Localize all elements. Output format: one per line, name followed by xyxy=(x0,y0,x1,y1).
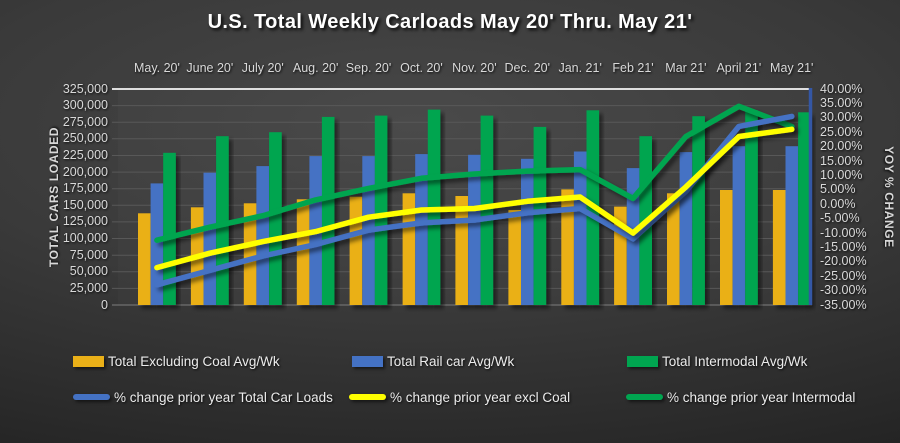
right-axis-tick: -15.00% xyxy=(820,239,867,254)
month-label: May. 20' xyxy=(133,61,180,75)
left-axis-tick: 200,000 xyxy=(62,164,108,179)
bar xyxy=(150,183,164,305)
legend-item: Total Excluding Coal Avg/Wk xyxy=(73,353,280,369)
bar xyxy=(679,152,693,305)
legend-label: % change prior year excl Coal xyxy=(390,389,571,405)
bar xyxy=(455,196,468,305)
bar xyxy=(561,189,574,305)
line-series xyxy=(154,113,795,288)
month-label: Sep. 20' xyxy=(345,61,392,75)
legend-label: Total Intermodal Avg/Wk xyxy=(662,353,808,369)
bar xyxy=(269,132,282,305)
month-label: Oct. 20' xyxy=(400,61,443,75)
left-axis-tick: 75,000 xyxy=(69,247,108,262)
legend-bar-swatch xyxy=(627,355,658,367)
right-axis-tick: -25.00% xyxy=(820,268,867,283)
bar xyxy=(402,193,416,305)
legend-item: % change prior year Intermodal xyxy=(626,389,855,405)
right-axis-tick: 35.00% xyxy=(820,95,863,110)
left-axis-tick: 300,000 xyxy=(62,98,108,113)
bar xyxy=(349,196,363,305)
bar xyxy=(374,115,388,305)
bar xyxy=(243,203,257,305)
month-label: Mar 21' xyxy=(665,61,707,75)
legend-item: Total Rail car Avg/Wk xyxy=(352,353,514,369)
legend-label: Total Rail car Avg/Wk xyxy=(387,353,515,369)
month-label: June 20' xyxy=(186,61,234,75)
chart-title: U.S. Total Weekly Carloads May 20' Thru.… xyxy=(207,11,693,33)
month-label: July 20' xyxy=(241,61,284,75)
legend-label: % change prior year Total Car Loads xyxy=(114,389,333,405)
bar xyxy=(296,199,310,305)
bar xyxy=(785,146,799,305)
right-axis-tick: 15.00% xyxy=(820,153,863,168)
left-axis-tick: 325,000 xyxy=(62,81,108,96)
legend-item: Total Intermodal Avg/Wk xyxy=(627,353,807,369)
legend-line-swatch xyxy=(626,394,663,400)
legend-line-swatch xyxy=(349,394,386,400)
bar xyxy=(521,158,534,305)
left-axis-tick: 225,000 xyxy=(62,147,108,162)
right-axis-tick: -30.00% xyxy=(820,283,867,298)
bar xyxy=(720,190,733,305)
month-label: April 21' xyxy=(716,61,762,75)
left-axis-tick: 175,000 xyxy=(62,181,108,196)
left-axis-tick: 100,000 xyxy=(62,231,108,246)
bar xyxy=(256,166,269,305)
right-axis-tick: -20.00% xyxy=(820,254,867,269)
right-axis-tick: 20.00% xyxy=(820,139,863,154)
bar xyxy=(216,136,229,305)
left-axis-tick: 250,000 xyxy=(62,131,108,146)
right-axis-tick: 10.00% xyxy=(820,167,863,182)
legend-item: % change prior year Total Car Loads xyxy=(73,389,333,405)
left-axis-tick: 125,000 xyxy=(62,214,108,229)
right-axis-tick: -35.00% xyxy=(820,297,867,312)
left-axis-tick: 150,000 xyxy=(62,197,108,212)
legend-bar-swatch xyxy=(352,355,383,367)
bar xyxy=(415,154,428,305)
right-axis-tick: -5.00% xyxy=(820,211,860,226)
month-label: May 21' xyxy=(770,61,814,75)
month-label: Aug. 20' xyxy=(292,61,339,75)
right-axis-tick: 40.00% xyxy=(820,81,863,96)
bar xyxy=(203,172,217,305)
legend-bar-swatch xyxy=(73,355,104,367)
bar xyxy=(732,146,746,305)
bar xyxy=(798,112,811,305)
bar xyxy=(508,210,521,305)
line-series xyxy=(154,126,795,271)
bar xyxy=(321,116,335,306)
month-label: Jan. 21' xyxy=(558,61,602,75)
line-series xyxy=(154,103,795,243)
bar xyxy=(533,126,547,306)
bar xyxy=(667,193,680,305)
left-axis-tick: 25,000 xyxy=(69,280,108,295)
legend-label: Total Excluding Coal Avg/Wk xyxy=(108,353,280,369)
bar xyxy=(468,154,481,305)
left-axis-tick: 275,000 xyxy=(62,114,108,129)
right-axis-tick: 0.00% xyxy=(820,196,856,211)
left-axis-tick: 50,000 xyxy=(69,264,108,279)
bar xyxy=(573,151,587,305)
bar xyxy=(480,115,494,305)
legend-label: % change prior year Intermodal xyxy=(667,389,856,405)
right-axis-tick: 5.00% xyxy=(820,182,856,197)
month-label: Dec. 20' xyxy=(504,61,550,75)
right-axis-tick: 30.00% xyxy=(820,110,863,125)
month-label: Nov. 20' xyxy=(452,61,497,75)
bar xyxy=(745,110,758,305)
bar xyxy=(772,190,786,305)
legend-item: % change prior year excl Coal xyxy=(349,389,570,405)
right-axis-tick: 25.00% xyxy=(820,124,863,139)
bar xyxy=(138,213,151,305)
month-label: Feb 21' xyxy=(612,61,654,75)
bar xyxy=(692,116,705,305)
right-axis-tick: -10.00% xyxy=(820,225,867,240)
left-axis-tick: 0 xyxy=(101,297,108,312)
legend-line-swatch xyxy=(73,394,110,400)
